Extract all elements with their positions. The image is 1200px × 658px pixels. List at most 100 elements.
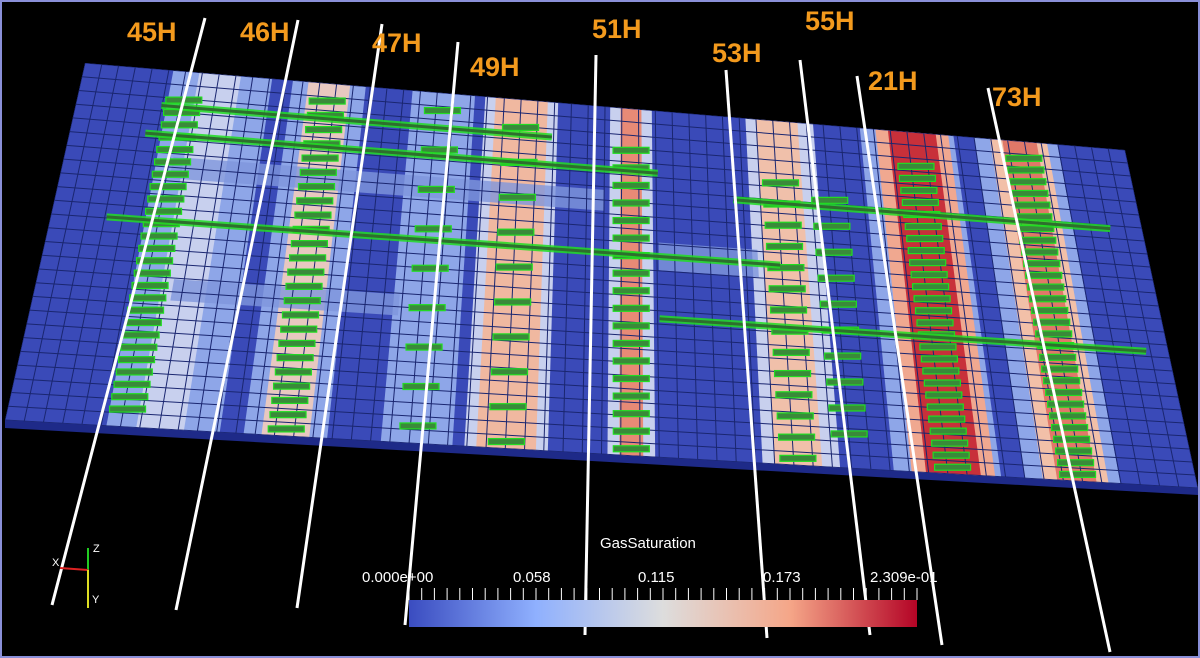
fracture-2-5 bbox=[408, 304, 446, 312]
fracture-1-15 bbox=[281, 311, 320, 319]
fracture-4-13 bbox=[612, 374, 650, 383]
fracture-0-4 bbox=[156, 145, 194, 154]
grid-line-v-12 bbox=[48, 227, 1159, 307]
grid-line-v-2 bbox=[78, 89, 1131, 177]
fracture-8-2 bbox=[1009, 178, 1047, 186]
grid-line-v-3 bbox=[75, 103, 1134, 190]
well-label-3: 49H bbox=[470, 52, 520, 82]
grid-line-v-23 bbox=[14, 378, 1190, 450]
fracture-1-7 bbox=[296, 197, 334, 205]
fracture-4-7 bbox=[612, 269, 650, 277]
fracture-4-16 bbox=[612, 427, 650, 435]
well-trajectories bbox=[50, 17, 1112, 653]
fracture-1-19 bbox=[274, 368, 312, 376]
fracture-2-3 bbox=[414, 225, 452, 233]
fracture-3-3 bbox=[497, 228, 535, 236]
grid-line-v-8 bbox=[60, 172, 1148, 255]
connector-core-3 bbox=[733, 198, 1111, 231]
fracture-0-18 bbox=[124, 318, 162, 327]
fracture-7-18 bbox=[923, 379, 961, 387]
fracture-4-2 bbox=[612, 181, 650, 190]
fracture-3-0 bbox=[501, 123, 540, 132]
fracture-5-3 bbox=[765, 242, 804, 251]
fracture-4-3 bbox=[612, 199, 650, 207]
fracture-8-15 bbox=[1035, 330, 1073, 338]
fracture-1-13 bbox=[285, 282, 323, 290]
grid-line-v-16 bbox=[35, 282, 1170, 359]
fracture-5-0 bbox=[761, 179, 800, 187]
fracture-5-11 bbox=[776, 412, 814, 420]
x-axis-icon bbox=[59, 567, 89, 571]
fracture-8-22 bbox=[1049, 412, 1087, 420]
well-labels: 45H 46H 47H 49H 51H 53H 55H 21H 73H bbox=[127, 6, 1042, 112]
fracture-0-7 bbox=[149, 183, 187, 191]
fracture-5-10 bbox=[775, 391, 813, 399]
well-label-8: 73H bbox=[992, 82, 1042, 112]
colorbar-title: GasSaturation bbox=[600, 535, 696, 552]
grid-line-v-5 bbox=[69, 131, 1140, 216]
fracture-0-6 bbox=[151, 170, 189, 178]
fracture-7-8 bbox=[909, 259, 947, 267]
fracture-7-17 bbox=[922, 367, 960, 375]
fracture-4-0 bbox=[612, 146, 650, 154]
fracture-0-17 bbox=[126, 306, 165, 314]
well-label-1: 46H bbox=[240, 17, 290, 47]
fracture-3-6 bbox=[492, 333, 530, 341]
fracture-0-5 bbox=[153, 158, 192, 166]
fracture-2-0 bbox=[423, 106, 462, 115]
well-line-0 bbox=[50, 17, 207, 606]
well-label-4: 51H bbox=[592, 14, 642, 44]
fracture-0-2 bbox=[160, 121, 198, 129]
fracture-1-10 bbox=[290, 240, 328, 248]
fracture-7-24 bbox=[932, 451, 970, 459]
fracture-5-8 bbox=[772, 348, 810, 356]
well-line-1 bbox=[174, 19, 300, 611]
fracture-8-14 bbox=[1033, 318, 1071, 326]
well-label-0: 45H bbox=[127, 17, 177, 47]
fracture-4-17 bbox=[612, 445, 650, 453]
fracture-0-8 bbox=[147, 195, 185, 203]
fracture-1-18 bbox=[276, 354, 314, 362]
well-label-2: 47H bbox=[372, 28, 422, 58]
fracture-8-26 bbox=[1056, 459, 1095, 467]
fracture-2-7 bbox=[402, 382, 440, 391]
connector-core-1 bbox=[145, 131, 658, 175]
grid-line-v-22 bbox=[17, 364, 1187, 437]
fracture-7-1 bbox=[898, 174, 937, 182]
connector-core-4 bbox=[659, 317, 1147, 353]
fracture-6-7 bbox=[826, 378, 864, 386]
fracture-8-23 bbox=[1050, 423, 1089, 432]
fracture-7-25 bbox=[934, 463, 972, 471]
fracture-7-10 bbox=[912, 283, 950, 291]
fracture-6-3 bbox=[817, 274, 855, 282]
grid-line-v-25 bbox=[8, 405, 1196, 476]
well-label-5: 53H bbox=[712, 38, 762, 68]
grid-line-v-17 bbox=[32, 295, 1173, 372]
fracture-1-0 bbox=[308, 97, 346, 105]
fracture-3-2 bbox=[498, 193, 536, 201]
well-line-3 bbox=[403, 41, 460, 626]
fracture-8-0 bbox=[1005, 154, 1043, 162]
fracture-1-11 bbox=[289, 254, 327, 262]
orientation-axes: Z X Y bbox=[52, 543, 100, 608]
fracture-1-22 bbox=[269, 411, 307, 419]
fracture-8-17 bbox=[1039, 353, 1077, 361]
fracture-0-24 bbox=[111, 393, 149, 401]
fracture-8-1 bbox=[1007, 166, 1045, 174]
fracture-4-10 bbox=[612, 322, 650, 330]
well-line-7 bbox=[855, 75, 944, 646]
fracture-8-19 bbox=[1043, 377, 1081, 385]
fracture-7-6 bbox=[906, 234, 944, 243]
fracture-7-11 bbox=[913, 295, 951, 303]
fracture-8-21 bbox=[1047, 400, 1085, 408]
fracture-4-9 bbox=[612, 304, 650, 312]
fracture-7-12 bbox=[914, 307, 953, 315]
grid-line-v-13 bbox=[44, 241, 1162, 320]
grid-line-v-21 bbox=[20, 350, 1184, 424]
fracture-5-2 bbox=[764, 221, 802, 229]
fracture-4-15 bbox=[612, 410, 650, 418]
fracture-7-3 bbox=[901, 198, 939, 207]
x-axis-label: X bbox=[52, 557, 60, 569]
fracture-8-27 bbox=[1058, 470, 1097, 479]
